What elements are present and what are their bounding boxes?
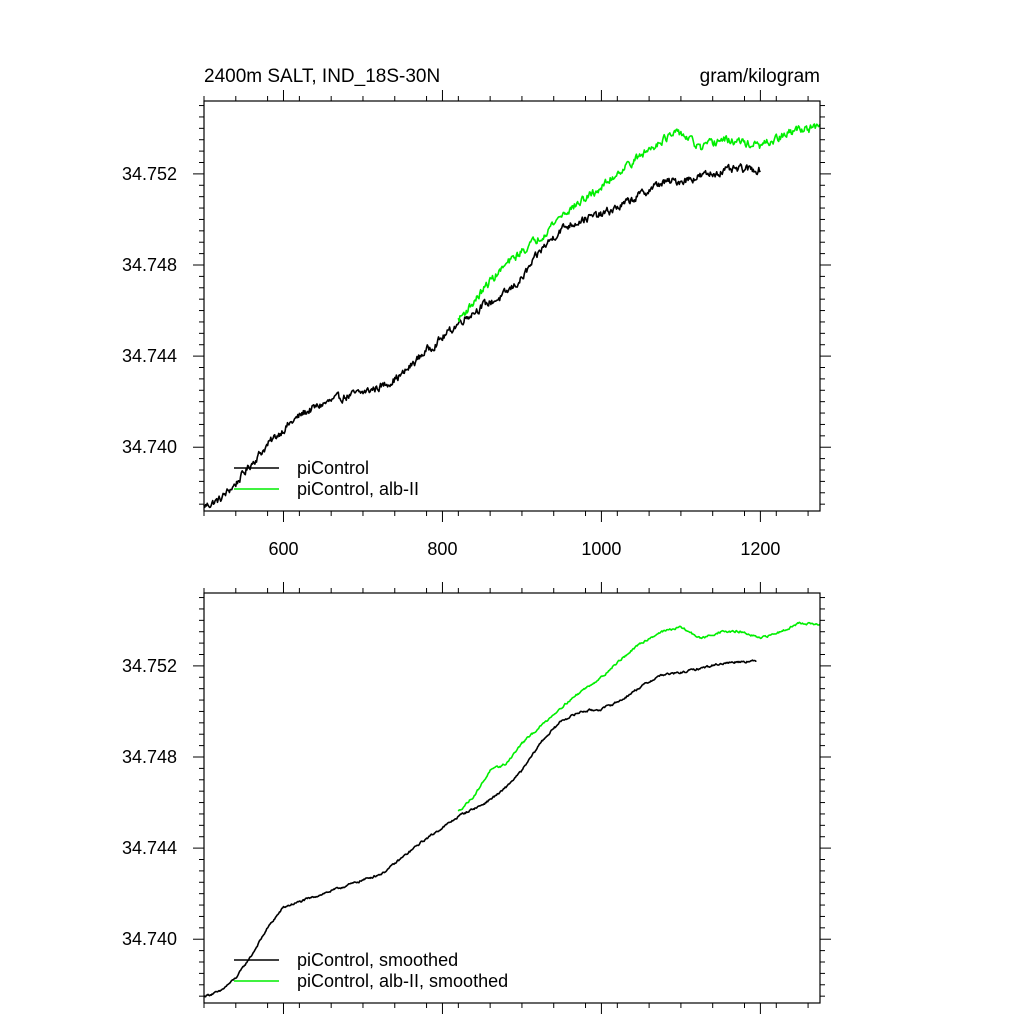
x-tick-label: 1200: [740, 539, 780, 559]
x-tick-label: 1000: [581, 539, 621, 559]
plot-frame: [203, 100, 821, 512]
legend-label: piControl, alb-II, smoothed: [297, 971, 508, 991]
bottom-panel: 34.740 34.744 34.748 34.752 piControl, s…: [122, 582, 831, 1014]
y-tick-label: 34.744: [122, 346, 177, 366]
series-line-picontrol-alb-ii-smoothed: [457, 621, 821, 812]
axis-ticks: [193, 582, 831, 1014]
y-tick-label: 34.748: [122, 747, 177, 767]
legend-label: piControl, alb-II: [297, 479, 419, 499]
y-axis: 34.740 34.744 34.748 34.752: [122, 656, 177, 949]
chart-title: 2400m SALT, IND_18S-30N: [204, 66, 440, 87]
y-tick-label: 34.752: [122, 164, 177, 184]
y-tick-label: 34.744: [122, 838, 177, 858]
plot-series: [203, 123, 821, 509]
plot-series: [203, 621, 821, 998]
axis-ticks: [193, 90, 831, 522]
series-line-picontrol-smoothed: [203, 659, 757, 998]
x-tick-label: 800: [427, 539, 457, 559]
x-tick-label: 600: [268, 539, 298, 559]
units-label: gram/kilogram: [700, 66, 820, 87]
y-axis: 34.740 34.744 34.748 34.752: [122, 164, 177, 457]
legend: piControl, smoothed piControl, alb-II, s…: [234, 950, 508, 991]
legend: piControl piControl, alb-II: [234, 458, 419, 499]
y-tick-label: 34.740: [122, 437, 177, 457]
y-tick-label: 34.740: [122, 929, 177, 949]
x-axis: 600 800 1000 1200: [268, 539, 780, 559]
y-tick-label: 34.752: [122, 656, 177, 676]
plot-frame: [203, 592, 821, 1004]
top-panel: 2400m SALT, IND_18S-30N gram/kilogram 60…: [122, 66, 831, 559]
y-tick-label: 34.748: [122, 255, 177, 275]
legend-label: piControl, smoothed: [297, 950, 458, 970]
series-line-picontrol-alb-ii: [457, 123, 821, 322]
legend-label: piControl: [297, 458, 369, 478]
series-line-picontrol: [203, 163, 761, 509]
